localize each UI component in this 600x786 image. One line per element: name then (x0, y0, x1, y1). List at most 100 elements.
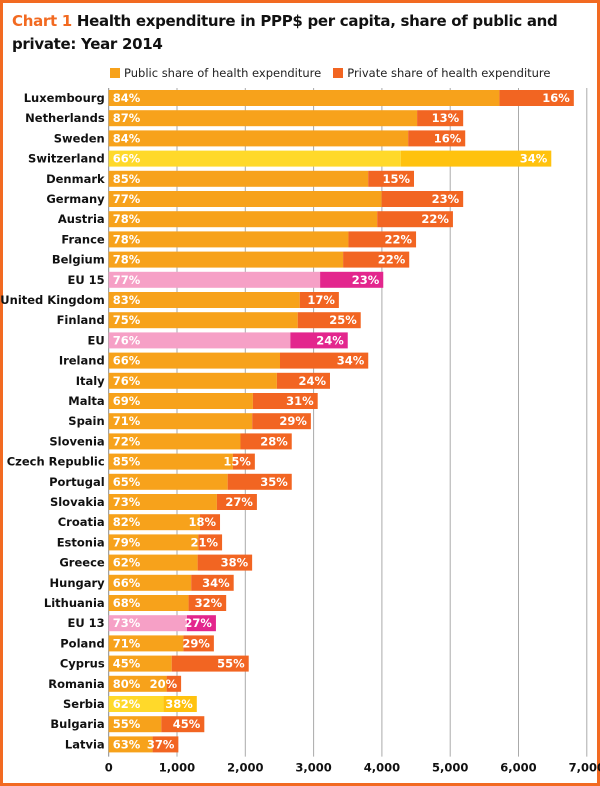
data-label-public: 80% (113, 677, 141, 691)
bar-public (108, 150, 401, 167)
bar-private (297, 312, 361, 329)
category-label: Estonia (57, 535, 105, 549)
legend-swatch-private (333, 68, 344, 78)
bar-public (108, 312, 298, 329)
bar-public (108, 736, 153, 753)
bar-private (240, 433, 292, 450)
category-label: Slovakia (50, 495, 105, 509)
category-label: Italy (76, 374, 105, 388)
category-label: Cyprus (60, 657, 105, 671)
bar-public (108, 110, 418, 127)
data-label-public: 77% (113, 192, 141, 206)
category-label: Latvia (65, 737, 105, 751)
bar-private (216, 494, 257, 510)
data-label-public: 45% (113, 657, 141, 671)
bar-private (199, 514, 221, 531)
data-label-private: 38% (165, 697, 193, 711)
bar-public (108, 130, 409, 147)
legend-swatch-public (110, 68, 120, 78)
bar-public (108, 170, 369, 187)
data-label-public: 73% (113, 616, 141, 630)
data-label-private: 13% (432, 111, 460, 125)
data-label-public: 68% (113, 596, 141, 610)
data-label-public: 75% (113, 313, 141, 327)
bar-public (108, 251, 344, 268)
data-label-public: 82% (113, 515, 141, 529)
data-label-private: 23% (352, 273, 380, 287)
data-label-private: 55% (217, 657, 245, 671)
bar-public (108, 211, 378, 228)
bar-public (108, 191, 382, 207)
data-label-private: 29% (182, 636, 210, 650)
bar-private (163, 696, 197, 712)
data-label-private: 34% (202, 576, 230, 590)
data-label-private: 24% (316, 333, 344, 347)
category-label: United Kingdom (0, 293, 104, 307)
category-label: EU (87, 333, 104, 347)
data-label-public: 65% (113, 475, 141, 489)
bar-private (276, 372, 330, 389)
bar-public (108, 534, 199, 551)
data-label-public: 85% (113, 455, 141, 469)
bar-private (299, 292, 339, 308)
bar-private (152, 736, 179, 753)
data-label-public: 87% (113, 111, 141, 125)
data-label-private: 24% (298, 374, 326, 388)
bar-public (108, 372, 277, 389)
data-label-private: 29% (279, 414, 307, 428)
data-label-private: 18% (188, 515, 216, 529)
chart-title: Chart 1 Health expenditure in PPP$ per c… (12, 10, 582, 56)
category-label: Portugal (49, 475, 105, 489)
category-label: EU 13 (67, 616, 104, 630)
data-label-public: 79% (113, 535, 141, 549)
data-label-public: 71% (113, 636, 141, 650)
bar-public (108, 655, 172, 672)
data-label-private: 15% (382, 172, 410, 186)
category-label: Switzerland (28, 152, 105, 166)
category-label: Greece (59, 556, 105, 570)
data-label-private: 20% (150, 677, 178, 691)
data-label-private: 15% (223, 455, 251, 469)
category-label: Serbia (63, 697, 105, 711)
data-label-public: 78% (113, 212, 141, 226)
x-tick-label: 6,000 (500, 761, 536, 775)
data-label-public: 84% (113, 91, 141, 105)
category-label: Belgium (52, 253, 105, 267)
data-label-public: 83% (113, 293, 141, 307)
bar-public (108, 514, 200, 531)
legend: Public share of health expenditure Priva… (110, 66, 551, 80)
bar-public (108, 433, 241, 450)
bar-public (108, 574, 192, 591)
bar-private (343, 251, 410, 268)
bar-public (108, 716, 162, 733)
category-label: Hungary (50, 576, 106, 590)
bar-public (108, 554, 198, 571)
category-label: France (61, 232, 105, 246)
category-label: Spain (68, 414, 104, 428)
data-label-private: 22% (378, 253, 406, 267)
data-label-private: 31% (286, 394, 314, 408)
data-label-private: 27% (184, 616, 212, 630)
data-label-private: 37% (147, 737, 175, 751)
data-label-public: 72% (113, 434, 141, 448)
data-label-public: 63% (113, 737, 141, 751)
bar-private (183, 635, 214, 652)
bar-public (108, 292, 300, 308)
bar-private (197, 554, 253, 571)
data-label-public: 66% (113, 576, 141, 590)
category-label: Bulgaria (50, 717, 104, 731)
bar-private (161, 716, 205, 733)
bar-private (408, 130, 466, 147)
data-label-public: 84% (113, 131, 141, 145)
category-label: Luxembourg (24, 91, 105, 105)
x-tick-label: 3,000 (295, 761, 331, 775)
bar-private (417, 110, 464, 127)
data-label-private: 35% (260, 475, 288, 489)
x-tick-label: 1,000 (159, 761, 195, 775)
legend-item-private: Private share of health expenditure (333, 66, 551, 80)
data-label-private: 22% (385, 232, 413, 246)
bar-public (108, 332, 291, 349)
data-label-private: 22% (421, 212, 449, 226)
data-label-private: 21% (191, 535, 219, 549)
